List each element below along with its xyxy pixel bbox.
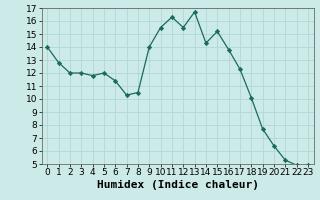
X-axis label: Humidex (Indice chaleur): Humidex (Indice chaleur) — [97, 180, 259, 190]
